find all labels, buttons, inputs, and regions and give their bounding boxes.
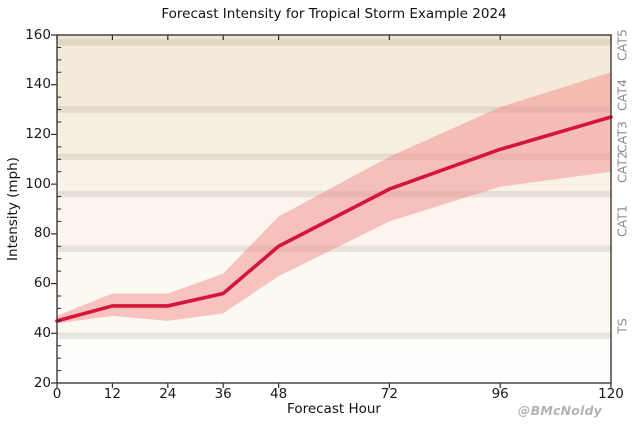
- plot-background-low: [57, 335, 611, 383]
- category-boundary-stripe-cat3: [57, 153, 611, 161]
- category-label-cat4: CAT4: [614, 78, 630, 111]
- category-band-cat5: [57, 35, 611, 43]
- y-tick-label: 40: [33, 324, 51, 341]
- category-label-cat5: CAT5: [614, 28, 630, 61]
- category-band-ts: [57, 248, 611, 336]
- y-tick-label: 120: [25, 125, 51, 142]
- y-axis-label: Intensity (mph): [5, 157, 21, 261]
- x-tick-label: 96: [491, 386, 509, 402]
- category-label-cat2: CAT2: [614, 150, 630, 183]
- chart-title: Forecast Intensity for Tropical Storm Ex…: [161, 6, 507, 22]
- watermark-credit: @BMcNoldy: [517, 403, 602, 418]
- y-tick-label: 60: [33, 275, 51, 292]
- x-tick-label: 12: [103, 386, 121, 402]
- y-tick-label: 20: [33, 374, 51, 391]
- x-tick-label: 48: [270, 386, 288, 402]
- x-axis-label: Forecast Hour: [287, 401, 381, 417]
- y-tick-label: 80: [33, 225, 51, 242]
- plot-area: [51, 34, 613, 388]
- x-tick-label: 36: [214, 386, 232, 402]
- y-tick-label: 100: [25, 175, 51, 192]
- category-boundary-stripe-ts: [57, 332, 611, 340]
- category-boundary-stripe-cat5: [57, 39, 611, 46]
- forecast-line: [55, 115, 613, 323]
- y-tick-label: 140: [25, 76, 51, 93]
- forecast-chart: [51, 34, 613, 388]
- category-band-cat4: [57, 42, 611, 110]
- x-tick-label: 24: [159, 386, 177, 402]
- x-tick-label: 72: [380, 386, 398, 402]
- category-label-cat3: CAT3: [614, 120, 630, 153]
- category-label-ts: TS: [614, 318, 630, 334]
- x-tick-label: 0: [52, 386, 62, 402]
- x-tick-label: 120: [598, 386, 624, 402]
- y-tick-label: 160: [25, 26, 51, 43]
- uncertainty-band: [57, 72, 611, 324]
- category-label-cat1: CAT1: [614, 205, 630, 238]
- category-boundary-stripe-cat4: [57, 106, 611, 113]
- axes-frame: [56, 34, 612, 384]
